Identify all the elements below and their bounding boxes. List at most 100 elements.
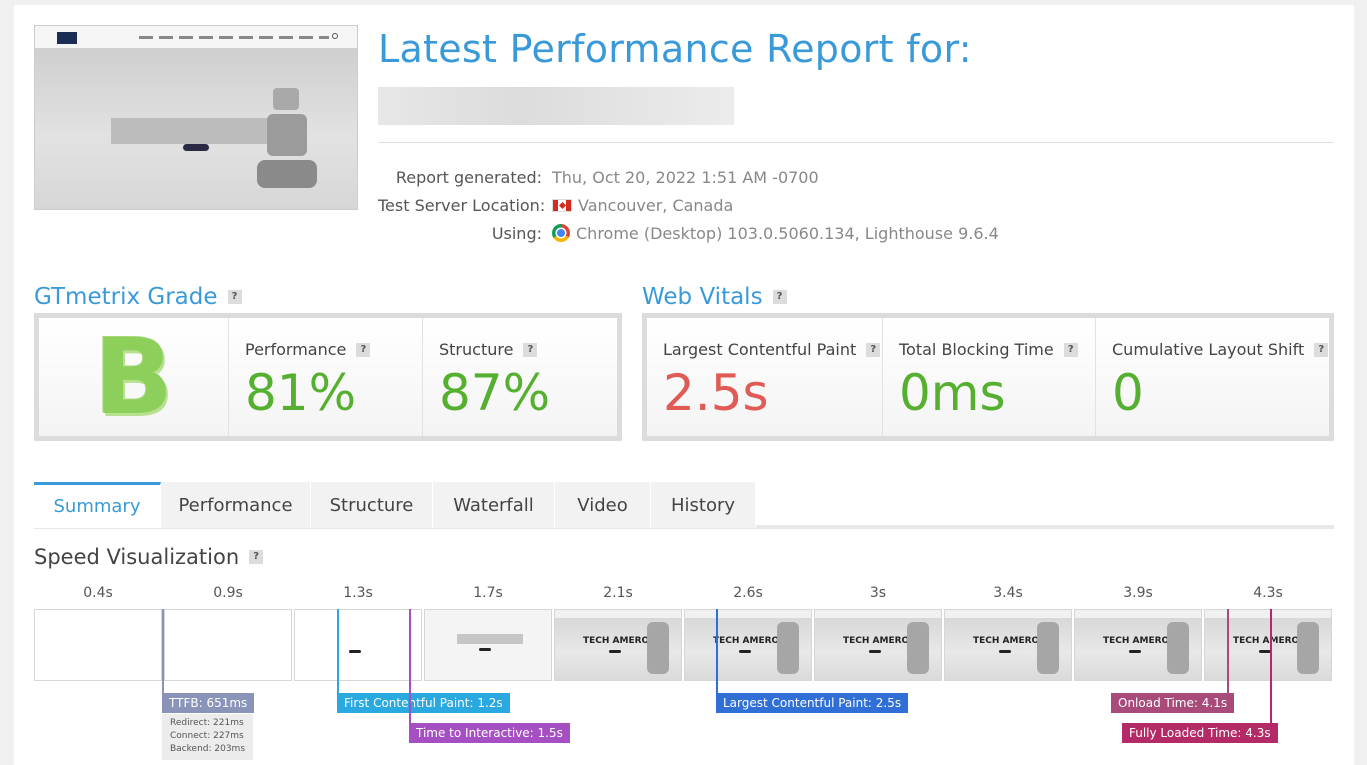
help-icon[interactable]: ? (1063, 342, 1078, 357)
frame-text: TECH AMERO (973, 636, 1040, 646)
thumbnail-button (183, 144, 209, 151)
site-screenshot-thumbnail[interactable] (34, 25, 358, 210)
lcp-value: 2.5s (663, 364, 769, 422)
structure-score: 87% (439, 364, 551, 422)
page-title: Latest Performance Report for: (378, 27, 972, 71)
meta-row-generated: Report generated: Thu, Oct 20, 2022 1:51… (378, 163, 1078, 191)
thumbnail-nav-items (139, 36, 329, 39)
timeline-tick: 1.7s (473, 585, 503, 601)
report-tabs: Summary Performance Structure Waterfall … (34, 482, 756, 528)
lcp-marker (716, 609, 718, 693)
cls-label: Cumulative Layout Shift (1112, 340, 1305, 359)
robot-icon (647, 622, 669, 674)
gtmetrix-grade-box: B Performance ? 81% Structure ? 87% (34, 313, 622, 441)
divider (378, 142, 1334, 143)
tab-video[interactable]: Video (555, 482, 651, 528)
filmstrip-frame[interactable]: TECH AMERO (1074, 609, 1202, 681)
tab-summary[interactable]: Summary (34, 482, 161, 528)
tbt-cell: Total Blocking Time ? 0ms (883, 318, 1096, 436)
frame-text: TECH AMERO (1233, 636, 1300, 646)
grade-cell: B (39, 316, 229, 438)
ttfb-label: TTFB: 651ms (162, 693, 255, 713)
filmstrip-frame[interactable] (424, 609, 552, 681)
filmstrip-frame[interactable] (294, 609, 422, 681)
fully-loaded-label: Fully Loaded Time: 4.3s (1122, 723, 1278, 743)
ttfb-connect: Connect: 227ms (170, 731, 244, 741)
meta-value: Chrome (Desktop) 103.0.5060.134, Lightho… (576, 223, 999, 243)
filmstrip-frame[interactable]: TECH AMERO (814, 609, 942, 681)
timeline-tick: 3.9s (1123, 585, 1153, 601)
timeline-tick: 2.6s (733, 585, 763, 601)
filmstrip-frame[interactable] (34, 609, 162, 681)
help-icon[interactable]: ? (1314, 342, 1329, 357)
fcp-marker (337, 609, 339, 693)
frame-text: TECH AMERO (843, 636, 910, 646)
blurred-url (378, 87, 734, 125)
meta-row-location: Test Server Location: Vancouver, Canada (378, 191, 1078, 219)
structure-cell: Structure ? 87% (423, 318, 617, 436)
robot-icon (907, 622, 929, 674)
filmstrip-frame[interactable]: TECH AMERO (684, 609, 812, 681)
tab-performance[interactable]: Performance (161, 482, 311, 528)
robot-icon (777, 622, 799, 674)
meta-label: Report generated: (395, 167, 542, 187)
frame-text: TECH AMERO (1103, 636, 1170, 646)
gtmetrix-grade-heading: GTmetrix Grade ? (34, 284, 242, 310)
onload-label: Onload Time: 4.1s (1111, 693, 1235, 713)
meta-label: Test Server Location: (378, 195, 546, 215)
filmstrip-frame[interactable] (164, 609, 292, 681)
thumbnail-hero (35, 48, 357, 209)
help-icon[interactable]: ? (249, 550, 264, 564)
timeline-tick: 4.3s (1253, 585, 1283, 601)
help-icon[interactable]: ? (866, 342, 881, 357)
robot-icon (257, 88, 317, 198)
chrome-icon (552, 224, 570, 242)
tbt-label: Total Blocking Time (899, 340, 1054, 359)
ttfb-backend: Backend: 203ms (170, 744, 246, 754)
meta-row-using: Using: Chrome (Desktop) 103.0.5060.134, … (378, 219, 1078, 247)
tab-history[interactable]: History (651, 482, 756, 528)
frame-text: TECH AMERO (583, 636, 650, 646)
cls-value: 0 (1112, 364, 1144, 422)
thumbnail-logo (57, 32, 77, 44)
filmstrip-frame[interactable]: TECH AMERO (554, 609, 682, 681)
filmstrip-frame[interactable]: TECH AMERO (1204, 609, 1332, 681)
structure-label: Structure (439, 340, 514, 359)
help-icon[interactable]: ? (772, 290, 787, 304)
ttfb-redirect: Redirect: 221ms (170, 718, 244, 728)
tab-waterfall[interactable]: Waterfall (433, 482, 555, 528)
tti-label: Time to Interactive: 1.5s (409, 723, 570, 743)
timeline-tick: 0.9s (213, 585, 243, 601)
speed-timeline: 0.4s 0.9s 1.3s 1.7s 2.1s 2.6s 3s 3.4s 3.… (34, 585, 1334, 765)
tti-marker (409, 609, 411, 723)
help-icon[interactable]: ? (227, 290, 242, 304)
help-icon[interactable]: ? (356, 342, 371, 357)
performance-cell: Performance ? 81% (229, 318, 423, 436)
section-title: Speed Visualization (34, 545, 240, 569)
meta-value: Thu, Oct 20, 2022 1:51 AM -0700 (552, 167, 819, 187)
filmstrip-frame[interactable]: TECH AMERO (944, 609, 1072, 681)
thumbnail-blurred-heading (111, 118, 279, 144)
web-vitals-box: Largest Contentful Paint ? 2.5s Total Bl… (642, 313, 1334, 441)
meta-label: Using: (491, 223, 542, 243)
section-title: Web Vitals (642, 284, 763, 310)
web-vitals-heading: Web Vitals ? (642, 284, 787, 310)
speed-visualization-heading: Speed Visualization ? (34, 545, 264, 569)
timeline-tick: 0.4s (83, 585, 113, 601)
grade-letter: B (93, 316, 174, 438)
cls-cell: Cumulative Layout Shift ? 0 (1096, 318, 1329, 436)
ttfb-details: Redirect: 221ms Connect: 227ms Backend: … (162, 714, 253, 760)
tbt-value: 0ms (899, 364, 1006, 422)
timeline-tick: 1.3s (343, 585, 373, 601)
robot-icon (1037, 622, 1059, 674)
lcp-cell: Largest Contentful Paint ? 2.5s (647, 318, 883, 436)
fcp-label: First Contentful Paint: 1.2s (337, 693, 510, 713)
tab-structure[interactable]: Structure (311, 482, 433, 528)
performance-label: Performance (245, 340, 347, 359)
help-icon[interactable]: ? (523, 342, 538, 357)
frame-text: TECH AMERO (713, 636, 780, 646)
thumbnail-search-icon (332, 33, 338, 39)
robot-icon (1297, 622, 1319, 674)
section-title: GTmetrix Grade (34, 284, 218, 310)
report-meta: Report generated: Thu, Oct 20, 2022 1:51… (378, 163, 1078, 247)
